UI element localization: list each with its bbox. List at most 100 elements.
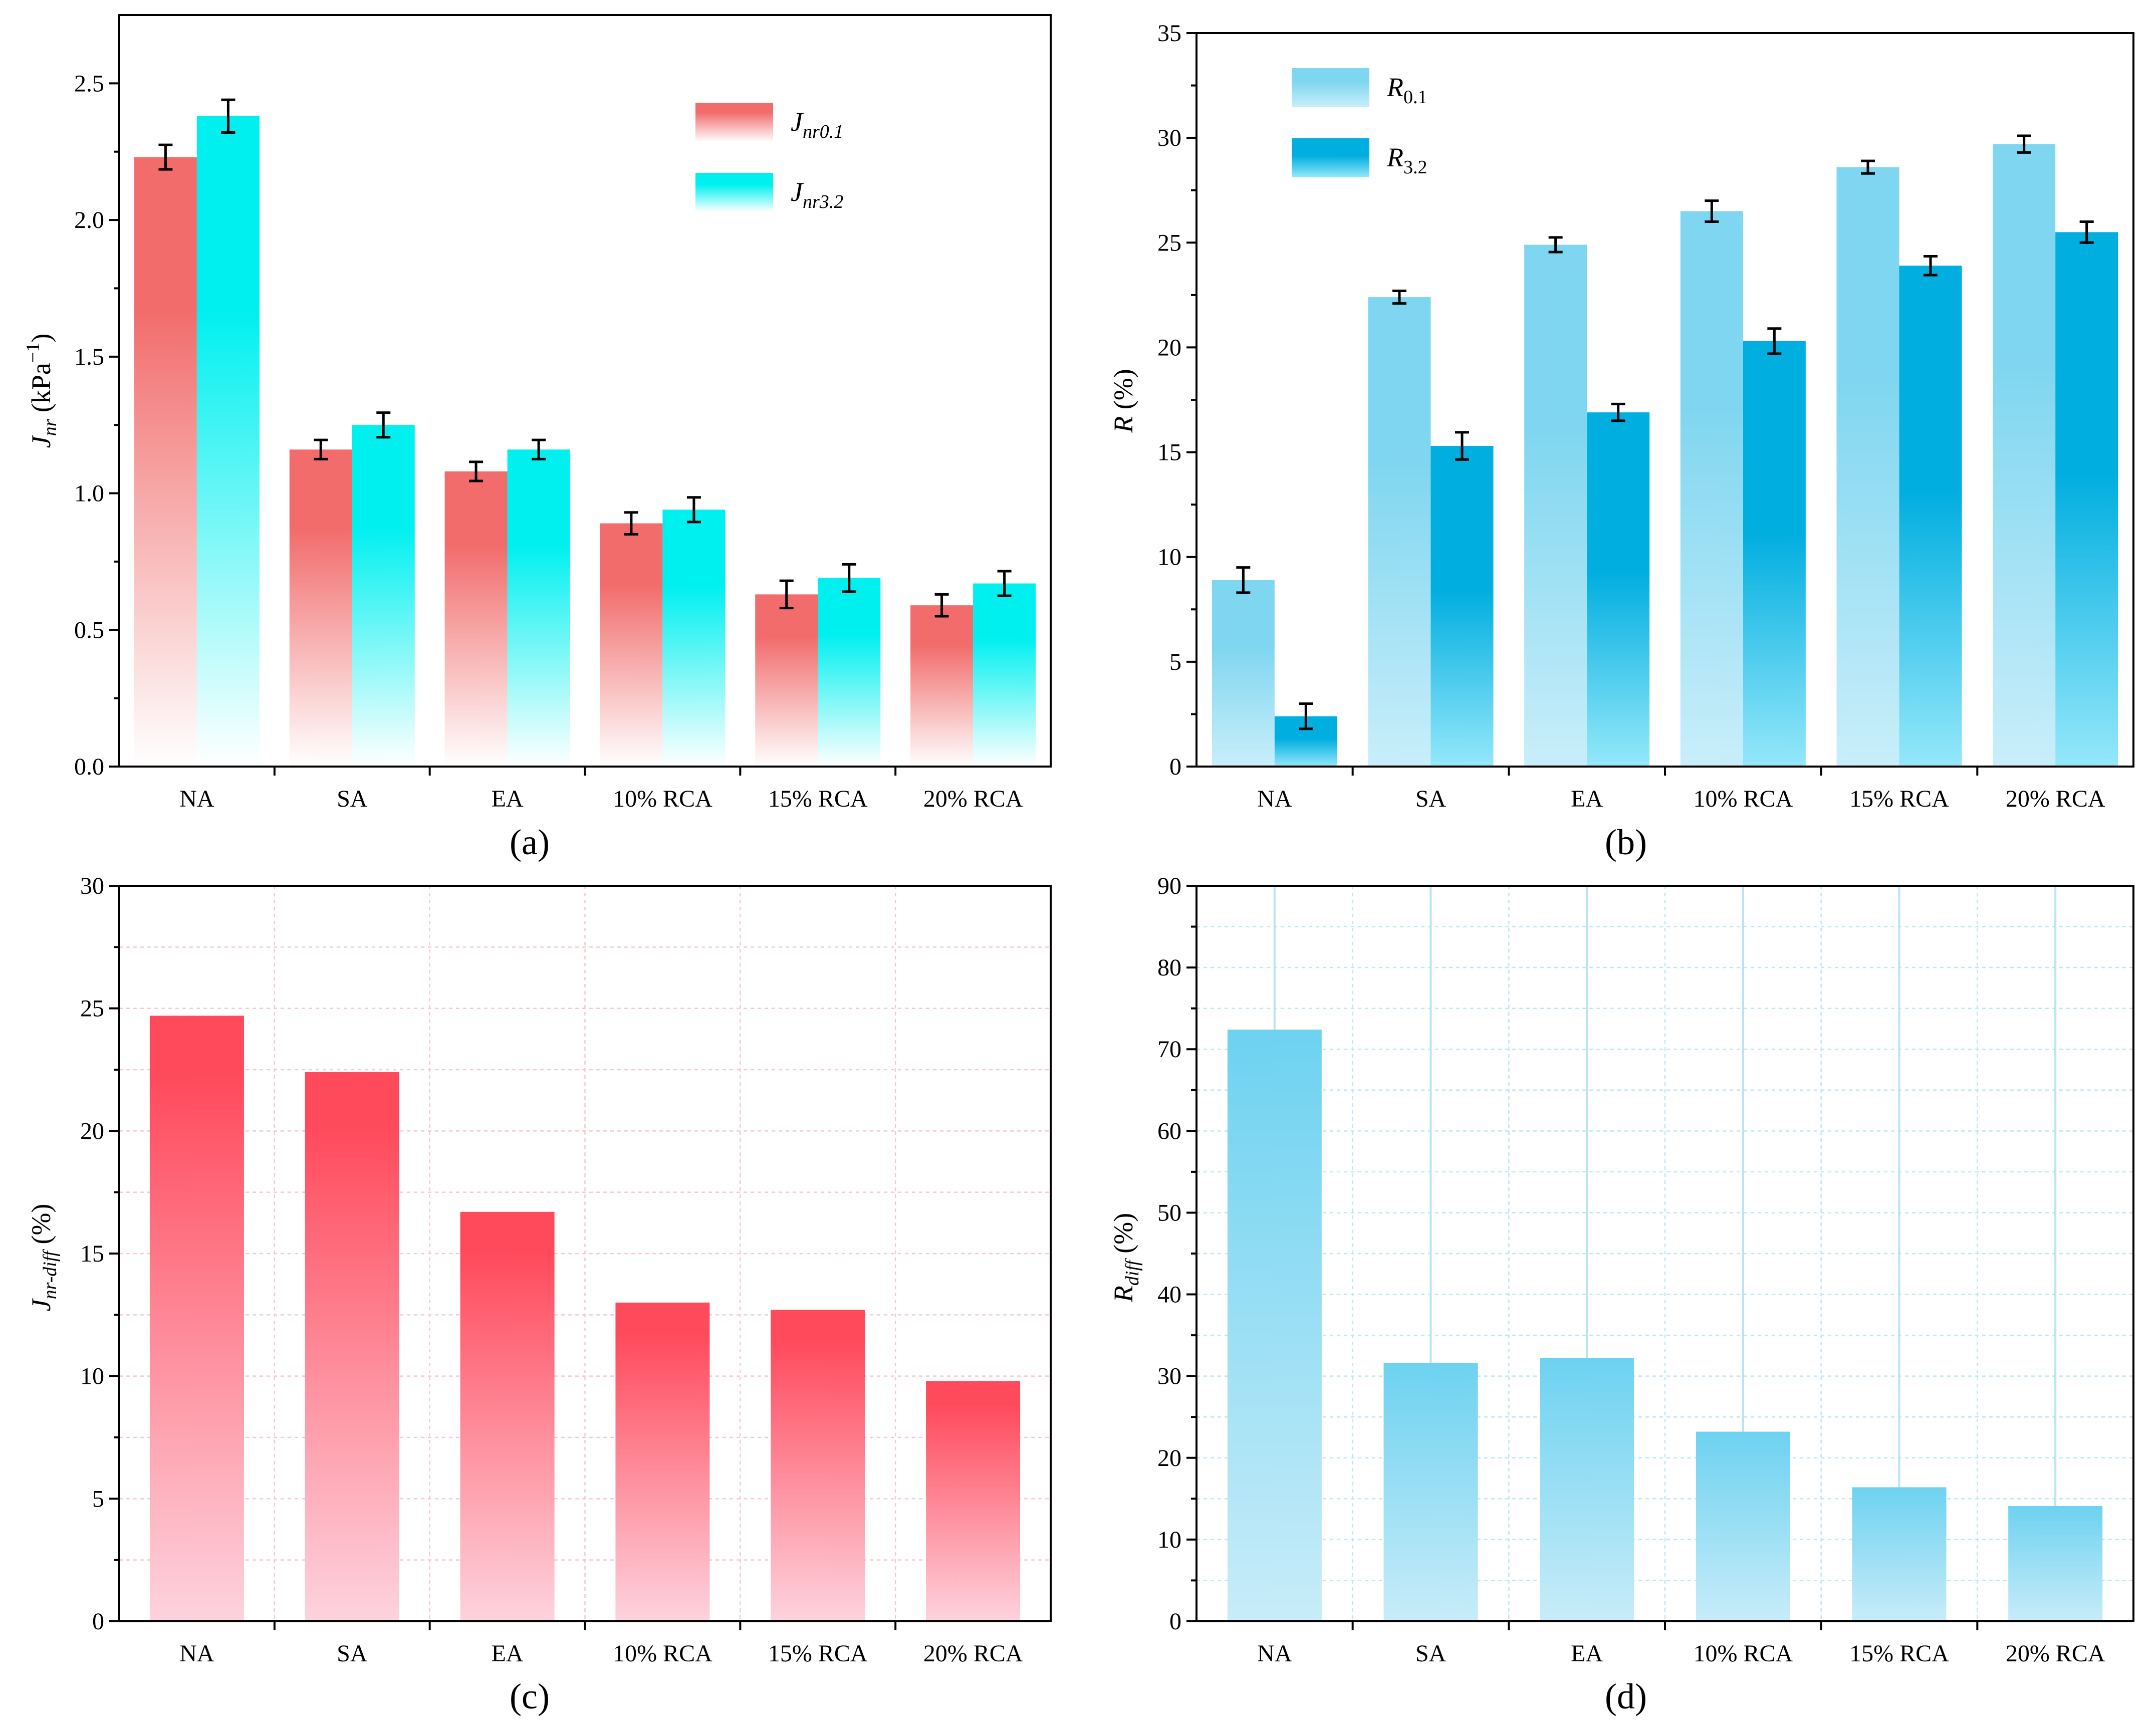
- x-tick-label: 10% RCA: [1693, 786, 1793, 812]
- y-tick-label: 5: [1169, 649, 1181, 675]
- bar-a-s0-c3: [600, 523, 663, 767]
- bar-b-s1-c5: [2055, 232, 2118, 767]
- y-tick-label: 20: [1157, 334, 1181, 361]
- legend-main: R: [1386, 142, 1403, 172]
- bar-d-c4: [1852, 1487, 1947, 1621]
- x-tick-label: EA: [492, 786, 524, 812]
- y-tick-label: 1.0: [74, 480, 104, 507]
- bar-b-s0-c2: [1524, 244, 1587, 767]
- x-tick-label: SA: [1415, 1640, 1447, 1667]
- y-tick-label: 10: [1157, 1527, 1181, 1553]
- y-tick-label: 70: [1157, 1036, 1181, 1063]
- y-tick-label: 1.5: [74, 344, 104, 370]
- legend-sub: nr0.1: [803, 121, 843, 142]
- y-axis-title-sub: nr: [40, 419, 61, 436]
- y-tick-label: 15: [80, 1241, 104, 1267]
- y-tick-label: 0: [1169, 1608, 1181, 1635]
- y-tick-label: 25: [1157, 229, 1181, 256]
- y-tick-label: 5: [92, 1485, 104, 1512]
- y-tick-label: 2.0: [74, 207, 104, 233]
- bar-a-s1-c5: [973, 583, 1036, 767]
- bar-a-s0-c5: [910, 605, 974, 767]
- bar-d-c2: [1540, 1358, 1634, 1621]
- bar-b-s0-c4: [1836, 167, 1899, 767]
- x-tick-label: 10% RCA: [613, 786, 712, 812]
- bar-c-c0: [149, 1016, 244, 1621]
- legend-main: J: [791, 107, 804, 137]
- y-tick-label: 0.0: [74, 754, 104, 780]
- bar-a-s1-c4: [818, 578, 881, 767]
- bar-a-s0-c1: [289, 449, 352, 767]
- y-axis-title-sub: diff: [1122, 1258, 1143, 1286]
- y-tick-label: 15: [1157, 439, 1181, 466]
- y-axis-title: Rdiff (%): [1108, 1213, 1143, 1303]
- y-tick-label: 0.5: [74, 617, 104, 643]
- y-axis-title: R (%): [1108, 369, 1138, 433]
- x-tick-label: NA: [179, 786, 214, 812]
- bar-c-c1: [305, 1072, 399, 1621]
- x-tick-label: 20% RCA: [2006, 1640, 2105, 1667]
- y-axis-title-main: J: [26, 1298, 56, 1311]
- bar-b-s0-c0: [1212, 580, 1275, 767]
- bar-c-c3: [615, 1302, 710, 1621]
- x-tick-label: EA: [492, 1640, 524, 1667]
- y-tick-label: 90: [1157, 873, 1181, 899]
- legend-swatch-0: [695, 103, 773, 142]
- y-axis-title-main: R: [1108, 1286, 1138, 1303]
- legend-sub: nr3.2: [803, 191, 843, 212]
- bar-b-s1-c2: [1587, 412, 1650, 767]
- y-tick-label: 25: [80, 996, 104, 1022]
- y-tick-label: 20: [1157, 1445, 1181, 1471]
- bar-b-s1-c4: [1899, 266, 1962, 767]
- bar-d-c0: [1227, 1030, 1322, 1621]
- x-tick-label: 15% RCA: [768, 1640, 868, 1667]
- y-axis-title-unit: (%): [1108, 1213, 1138, 1260]
- y-axis-title: Jnr-diff (%): [26, 1204, 61, 1312]
- x-tick-label: SA: [337, 786, 368, 812]
- y-tick-label: 0: [1169, 754, 1181, 780]
- panel-b: 0 5 10 15 20 25 30 35 NA SA EA 10% RCA 15% RCA 20% RC…: [1108, 20, 2134, 862]
- y-axis-title: Jnr (kPa−1): [23, 334, 61, 448]
- y-tick-label: 40: [1157, 1282, 1181, 1308]
- x-tick-label: 10% RCA: [1693, 1640, 1793, 1667]
- y-axis-title-unit: (%): [26, 1204, 56, 1251]
- legend-main: R: [1386, 72, 1403, 102]
- panel-label-d: (d): [1605, 1676, 1647, 1716]
- x-tick-label: 10% RCA: [613, 1640, 712, 1667]
- y-axis-title-sub: nr-diff: [40, 1249, 61, 1300]
- y-tick-label: 2.5: [74, 70, 104, 97]
- bar-b-s0-c3: [1680, 211, 1743, 767]
- bar-a-s1-c1: [352, 425, 415, 767]
- y-tick-label: 10: [1157, 544, 1181, 571]
- x-tick-label: NA: [179, 1640, 214, 1667]
- legend-label-1: Jnr3.2: [791, 177, 843, 212]
- x-tick-label: EA: [1571, 1640, 1603, 1667]
- bar-d-c1: [1383, 1363, 1478, 1621]
- legend-swatch-1: [1292, 138, 1369, 177]
- bar-b-s0-c1: [1368, 297, 1431, 767]
- legend-sub: 0.1: [1403, 87, 1427, 108]
- bar-c-c5: [926, 1381, 1021, 1621]
- bar-c-c2: [460, 1211, 555, 1621]
- y-tick-label: 30: [1157, 125, 1181, 151]
- x-tick-label: SA: [1415, 786, 1447, 812]
- bar-a-s1-c2: [507, 449, 570, 767]
- panel-label-b: (b): [1605, 822, 1647, 862]
- legend-swatch-0: [1292, 68, 1369, 107]
- bar-b-s1-c3: [1743, 341, 1806, 767]
- bar-a-s0-c0: [134, 157, 197, 767]
- y-tick-label: 80: [1157, 954, 1181, 981]
- y-tick-label: 30: [1157, 1363, 1181, 1390]
- legend-main: J: [791, 177, 804, 207]
- panel-label-a: (a): [510, 822, 550, 862]
- x-tick-label: SA: [337, 1640, 368, 1667]
- bar-c-c4: [771, 1310, 865, 1621]
- y-axis-title-main: J: [26, 434, 56, 448]
- panel-d: 0 10 20 30 40 50 60 70 80 90 NA SA EA 10% RCA 15% RCA 2…: [1108, 873, 2134, 1716]
- legend-label-0: R0.1: [1386, 72, 1427, 108]
- panel-a: 0.0 0.5 1.0 1.5 2.0 2.5 NA SA EA 10% RCA 15% RCA 20…: [23, 14, 1052, 862]
- x-tick-label: 15% RCA: [1849, 786, 1949, 812]
- x-tick-label: NA: [1257, 1640, 1292, 1667]
- y-axis-title-unit: (kPa: [26, 363, 56, 419]
